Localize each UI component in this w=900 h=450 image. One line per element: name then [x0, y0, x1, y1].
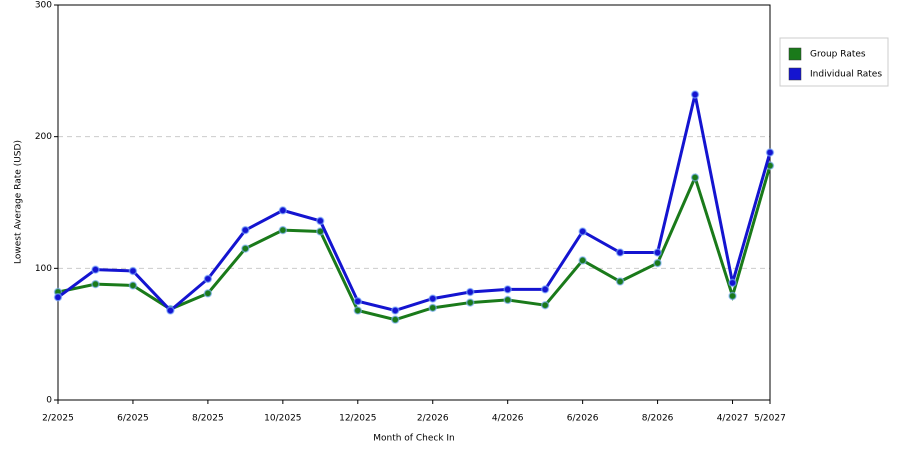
y-tick-label: 200	[35, 132, 52, 142]
data-point	[690, 173, 700, 182]
data-point	[428, 303, 437, 313]
data-point	[203, 289, 213, 298]
x-tick-label: 12/2025	[339, 414, 376, 424]
x-tick-label: 4/2027	[717, 414, 749, 424]
data-point	[728, 278, 737, 288]
data-point	[128, 266, 138, 276]
data-point	[428, 294, 437, 303]
data-point	[166, 306, 175, 315]
data-point	[465, 287, 475, 297]
x-tick-label: 10/2025	[264, 414, 301, 424]
legend-swatch	[788, 67, 802, 81]
x-tick-label: 6/2026	[567, 414, 599, 424]
x-tick-label: 2/2026	[417, 414, 449, 424]
data-point	[465, 298, 475, 307]
series-line	[57, 165, 772, 322]
y-axis-title: Lowest Average Rate (USD)	[14, 140, 24, 264]
plot-frame	[57, 4, 771, 401]
data-point	[503, 285, 512, 294]
data-point	[578, 256, 587, 265]
series-line	[57, 94, 772, 313]
x-tick-label: 8/2026	[642, 414, 674, 424]
data-point	[391, 315, 400, 324]
data-point	[615, 277, 625, 286]
data-point	[128, 281, 138, 290]
data-point	[578, 227, 587, 236]
data-point	[653, 248, 662, 257]
data-point	[353, 297, 363, 306]
x-axis-title: Month of Check In	[373, 434, 455, 444]
data-point	[241, 225, 250, 235]
x-tick-label: 8/2025	[192, 414, 224, 424]
data-point	[316, 216, 325, 226]
legend-label: Group Rates	[810, 50, 866, 60]
data-point	[278, 206, 288, 215]
data-point	[278, 225, 288, 235]
data-point	[765, 148, 775, 157]
x-tick-label: 2/2025	[42, 414, 74, 424]
data-point	[53, 293, 63, 302]
data-point	[653, 258, 662, 268]
data-point	[203, 274, 213, 284]
legend-swatch	[788, 47, 802, 61]
data-point	[391, 306, 400, 315]
y-tick-label: 100	[35, 264, 52, 274]
data-point	[540, 300, 550, 310]
data-point	[615, 248, 625, 257]
data-point	[503, 295, 512, 305]
data-point	[241, 244, 250, 253]
x-tick-label: 5/2027	[754, 414, 786, 424]
x-tick-label: 4/2026	[492, 414, 524, 424]
data-point	[690, 90, 700, 99]
data-point	[91, 279, 100, 289]
x-tick-label: 6/2025	[117, 414, 149, 424]
legend-label: Individual Rates	[810, 70, 882, 80]
data-point	[353, 306, 363, 315]
y-tick-label: 0	[46, 396, 52, 406]
data-point	[540, 285, 550, 294]
y-tick-label: 300	[35, 1, 52, 11]
data-point	[91, 265, 100, 274]
data-point	[728, 291, 737, 301]
